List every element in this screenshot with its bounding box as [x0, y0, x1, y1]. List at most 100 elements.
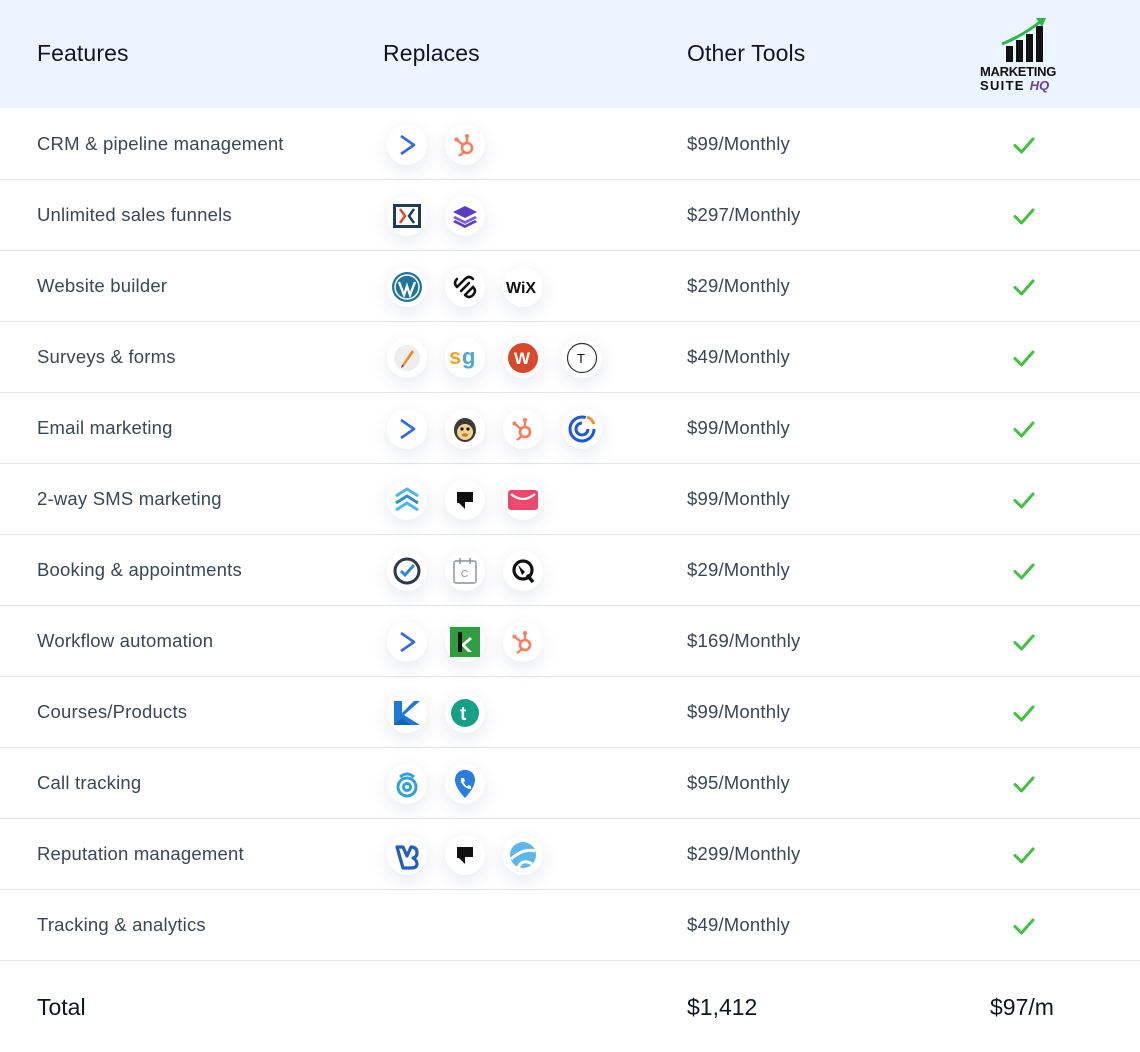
eztexting-icon — [387, 480, 427, 520]
activecampaign-icon — [387, 409, 427, 449]
other-tools-column-header: Other Tools — [687, 40, 806, 66]
checkmark-icon — [1012, 417, 1036, 441]
podium-icon — [445, 835, 485, 875]
calendly-icon: C — [445, 551, 485, 591]
other-tools-price: $49/Monthly — [687, 346, 790, 367]
svg-text:WiX: WiX — [506, 280, 536, 297]
feature-name: Call tracking — [37, 772, 142, 793]
checkmark-icon — [1012, 559, 1036, 583]
other-tools-price: $99/Monthly — [687, 488, 790, 509]
acuity-icon — [387, 551, 427, 591]
total-label: Total — [37, 994, 86, 1020]
table-row: Booking & appointments C $29/Monthly — [0, 535, 1140, 606]
table-row: CRM & pipeline management $99/Monthly — [0, 109, 1140, 180]
checkmark-icon — [1012, 133, 1036, 157]
table-row: Workflow automation $169/Monthly — [0, 606, 1140, 677]
wix-icon: WiX — [503, 267, 543, 307]
table-row: Tracking & analytics $49/Monthly — [0, 890, 1140, 961]
hubspot-icon — [503, 409, 543, 449]
clickfunnels-icon — [387, 196, 427, 236]
schedule-icon — [503, 551, 543, 591]
podium-icon — [445, 480, 485, 520]
svg-text:C: C — [461, 569, 468, 580]
reputation-icon — [503, 835, 543, 875]
checkmark-icon — [1012, 204, 1036, 228]
feature-name: CRM & pipeline management — [37, 133, 284, 154]
checkmark-icon — [1012, 914, 1036, 938]
feature-name: 2-way SMS marketing — [37, 488, 222, 509]
other-tools-price: $95/Monthly — [687, 772, 790, 793]
hubspot-icon — [445, 125, 485, 165]
wordpress-icon — [387, 267, 427, 307]
other-tools-price: $99/Monthly — [687, 133, 790, 154]
svg-text:g: g — [462, 344, 475, 369]
typeform-icon: T — [562, 338, 602, 378]
other-tools-price: $99/Monthly — [687, 701, 790, 722]
birdeye-icon — [387, 835, 427, 875]
logo-line-2: SUITE HQ — [980, 78, 1049, 93]
checkmark-icon — [1012, 488, 1036, 512]
other-tools-price: $29/Monthly — [687, 275, 790, 296]
table-row: Website builder WiX $29/Monthly — [0, 251, 1140, 322]
feature-name: Surveys & forms — [37, 346, 176, 367]
textmagic-icon — [503, 480, 543, 520]
feature-name: Reputation management — [37, 843, 244, 864]
table-row: Email marketing $99/Monthly — [0, 393, 1140, 464]
table-row: Reputation management $299/Monthly — [0, 819, 1140, 890]
checkmark-icon — [1012, 630, 1036, 654]
checkmark-icon — [1012, 275, 1036, 299]
svg-text:T: T — [577, 351, 585, 366]
squarespace-icon — [445, 267, 485, 307]
feature-name: Email marketing — [37, 417, 173, 438]
teachable-icon: t — [445, 693, 485, 733]
feature-name: Courses/Products — [37, 701, 188, 722]
svg-text:W: W — [514, 349, 531, 368]
logo-hq-text: HQ — [1029, 78, 1050, 93]
other-tools-price: $29/Monthly — [687, 559, 790, 580]
table-header: Features Replaces Other Tools MARKETING … — [0, 0, 1140, 108]
constant-contact-icon — [562, 409, 602, 449]
marketing-suite-hq-logo: MARKETING SUITE HQ — [978, 16, 1070, 94]
other-tools-price: $299/Monthly — [687, 843, 801, 864]
other-tools-price: $99/Monthly — [687, 417, 790, 438]
activecampaign-icon — [387, 622, 427, 662]
callrail-icon — [387, 764, 427, 804]
features-column-header: Features — [37, 40, 129, 66]
replaces-column-header: Replaces — [383, 40, 480, 66]
keap-icon — [445, 622, 485, 662]
activecampaign-icon — [387, 125, 427, 165]
kajabi-icon — [387, 693, 427, 733]
total-marketing-suite-price: $97/m — [990, 994, 1054, 1020]
logo-line-1: MARKETING — [980, 64, 1057, 79]
logo-suite-text: SUITE — [980, 78, 1025, 93]
feature-name: Tracking & analytics — [37, 914, 206, 935]
calltrackingmetrics-icon — [445, 764, 485, 804]
hubspot-icon — [503, 622, 543, 662]
mailchimp-icon — [445, 409, 485, 449]
checkmark-icon — [1012, 346, 1036, 370]
other-tools-price: $297/Monthly — [687, 204, 801, 225]
feature-name: Booking & appointments — [37, 559, 242, 580]
checkmark-icon — [1012, 772, 1036, 796]
total-row: Total $1,412 $97/m — [0, 962, 1140, 1052]
other-tools-price: $49/Monthly — [687, 914, 790, 935]
table-row: Courses/Products t $99/Monthly — [0, 677, 1140, 748]
table-row: 2-way SMS marketing $99/Monthly — [0, 464, 1140, 535]
leadpages-icon — [445, 196, 485, 236]
table-row: Surveys & forms s g W T $49/Monthly — [0, 322, 1140, 393]
svg-text:s: s — [449, 344, 461, 369]
table-row: Unlimited sales funnels $297/Monthly — [0, 180, 1140, 251]
checkmark-icon — [1012, 843, 1036, 867]
total-other-tools-price: $1,412 — [687, 994, 758, 1020]
table-row: Call tracking $95/Monthly — [0, 748, 1140, 819]
svg-text:t: t — [460, 704, 467, 725]
feature-name: Workflow automation — [37, 630, 214, 651]
checkmark-icon — [1012, 701, 1036, 725]
jotform-icon — [387, 338, 427, 378]
wufoo-icon: W — [503, 338, 543, 378]
other-tools-price: $169/Monthly — [687, 630, 801, 651]
feature-name: Unlimited sales funnels — [37, 204, 232, 225]
feature-name: Website builder — [37, 275, 168, 296]
bar-chart-arrow-icon — [1001, 18, 1046, 62]
